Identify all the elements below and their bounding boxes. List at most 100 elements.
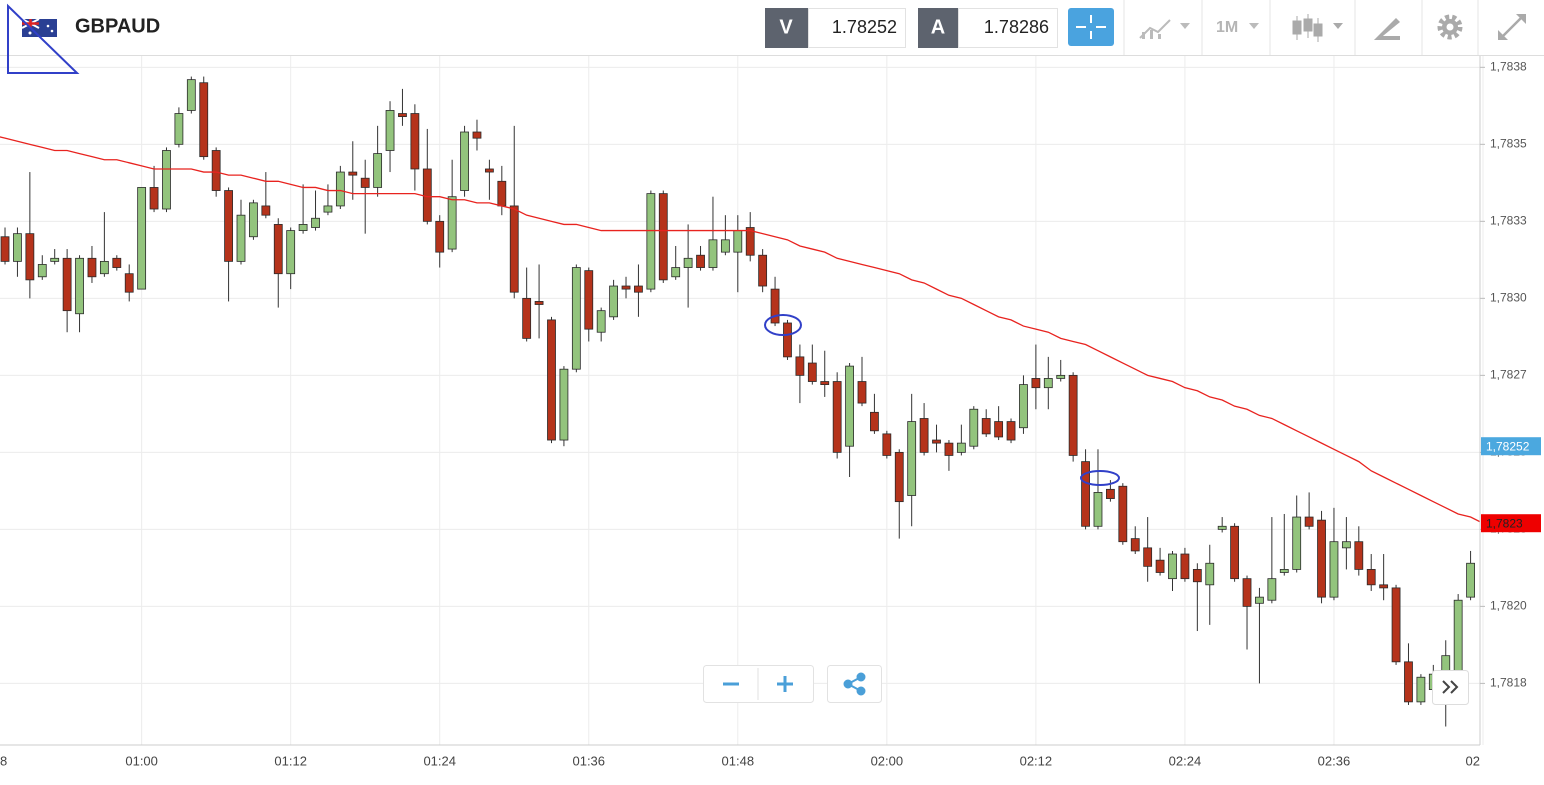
candle-body xyxy=(944,442,954,456)
candle-body xyxy=(522,297,532,339)
candle-body xyxy=(149,187,159,210)
candle-body xyxy=(658,193,668,281)
candle-body xyxy=(956,442,966,453)
candle-body xyxy=(1056,374,1066,379)
candle-body xyxy=(162,150,171,210)
candle-body xyxy=(211,150,221,191)
x-tick-label: 01:48 xyxy=(722,753,755,768)
candle-body xyxy=(335,171,345,207)
zoom-in[interactable] xyxy=(777,676,793,692)
y-tick-label: 1,7830 xyxy=(1490,291,1527,305)
candle-body xyxy=(807,362,817,382)
toolbar: GBPAUD V 1.78252 A 1.78286 1M xyxy=(0,0,1544,56)
candle-body xyxy=(783,322,792,358)
candle-body xyxy=(596,310,606,333)
drawing-button[interactable] xyxy=(1374,18,1400,40)
candle-body xyxy=(1143,547,1153,567)
candle-body xyxy=(1404,661,1413,703)
candle-body xyxy=(1081,461,1090,527)
flag-icon xyxy=(21,18,57,37)
zoom-controls xyxy=(703,665,814,703)
candle-body xyxy=(373,153,383,188)
candle-body xyxy=(1416,676,1426,703)
candle-body xyxy=(1242,578,1252,607)
bid-button[interactable] xyxy=(765,8,808,48)
chart-type-button[interactable] xyxy=(1139,19,1190,39)
ask-button[interactable] xyxy=(918,8,958,48)
candle-body xyxy=(435,220,445,253)
candle-body xyxy=(1391,587,1401,663)
timeframe: 1M xyxy=(1216,19,1238,36)
share-button[interactable] xyxy=(827,665,882,703)
x-tick-label: 01:24 xyxy=(423,753,456,768)
settings-button[interactable] xyxy=(1437,14,1463,40)
candle-body xyxy=(745,227,755,256)
y-tick-label: 1,7818 xyxy=(1490,676,1527,690)
fullscreen-button[interactable] xyxy=(1498,14,1526,40)
candle-body xyxy=(1106,488,1115,499)
candle-type-button[interactable] xyxy=(1292,14,1343,42)
candle-body xyxy=(1168,553,1177,580)
candle-body xyxy=(447,196,457,250)
candle-body xyxy=(671,267,681,278)
candle-body xyxy=(112,257,122,268)
candle-body xyxy=(1267,578,1277,601)
candle-body xyxy=(845,365,854,447)
scroll-to-end-button[interactable] xyxy=(1432,670,1469,705)
candle-body xyxy=(1317,519,1326,598)
candle-body xyxy=(37,264,47,278)
candle-body xyxy=(795,356,805,376)
candle-body xyxy=(385,110,395,151)
candle-body xyxy=(696,254,705,268)
candle-body xyxy=(410,113,420,170)
grid xyxy=(0,55,1484,745)
x-tick-label: 02:00 xyxy=(871,753,904,768)
x-tick-label: 02:36 xyxy=(1318,753,1351,768)
candle-body xyxy=(1093,492,1103,527)
candle-body xyxy=(1466,562,1475,598)
annotation-triangle[interactable] xyxy=(7,3,80,74)
candle-body xyxy=(286,230,296,275)
candle-body xyxy=(820,381,830,385)
candle-body xyxy=(348,171,358,176)
candle-body xyxy=(13,233,22,262)
x-tick-label: 02:12 xyxy=(1020,753,1053,768)
x-tick-label: 02:24 xyxy=(1169,753,1202,768)
candle-body xyxy=(236,214,246,262)
candle-body xyxy=(497,180,507,207)
candle-body xyxy=(398,113,407,118)
candle-body xyxy=(1279,569,1289,573)
candle-body xyxy=(547,319,556,441)
annotation-ellipse[interactable] xyxy=(764,314,802,336)
candle-body xyxy=(969,408,979,447)
candle-body xyxy=(0,236,10,262)
crosshair-button[interactable] xyxy=(1068,8,1114,46)
candle-body xyxy=(1329,541,1339,598)
candle-body xyxy=(186,79,196,111)
bid-box xyxy=(808,8,906,48)
candle-body xyxy=(472,131,482,139)
candle-body xyxy=(720,239,730,253)
candle-body xyxy=(1354,541,1364,570)
timeframe-button[interactable]: 1M xyxy=(1216,19,1259,36)
candle-body xyxy=(137,187,147,290)
moving-average xyxy=(0,136,1480,523)
price-marker xyxy=(1481,437,1541,456)
candle-body xyxy=(199,82,209,158)
candle-body xyxy=(994,421,1004,438)
candle-body xyxy=(981,418,991,435)
candle-body xyxy=(770,288,780,324)
bid-label: V xyxy=(779,16,793,38)
x-tick-label: 02 xyxy=(1466,753,1480,768)
candle-body xyxy=(621,285,631,290)
candle-body xyxy=(894,451,904,503)
candle-body xyxy=(50,257,60,262)
candle-body xyxy=(25,233,35,281)
candle-body xyxy=(261,205,271,216)
ask-price: 1.78286 xyxy=(984,17,1049,37)
candle-body xyxy=(1192,569,1202,583)
annotation-ellipse[interactable] xyxy=(1080,470,1120,486)
candle-body xyxy=(1304,516,1314,527)
candle-body xyxy=(174,113,184,145)
